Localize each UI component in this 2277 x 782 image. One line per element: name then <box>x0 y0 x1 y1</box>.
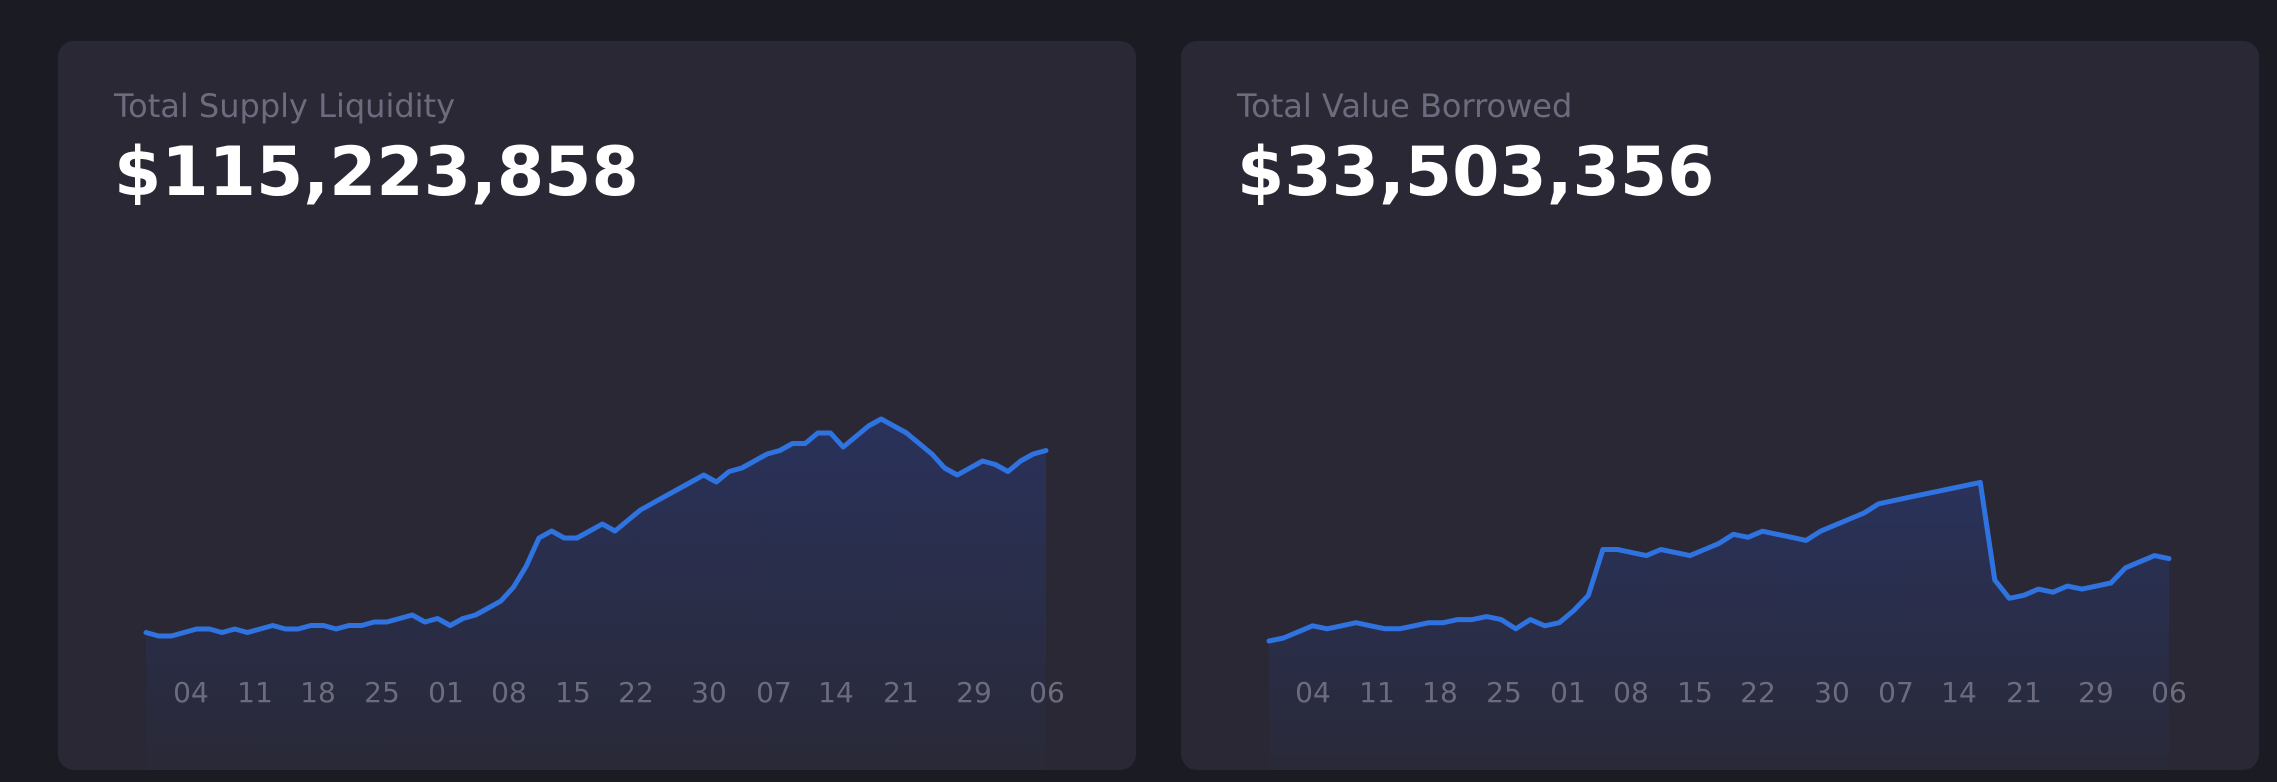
x-tick-label: 01 <box>1550 676 1586 709</box>
area-fill <box>146 419 1046 770</box>
card-value: $115,223,858 <box>114 133 639 212</box>
x-tick-label: 14 <box>818 676 854 709</box>
x-tick-label: 30 <box>1814 676 1850 709</box>
x-tick-label: 22 <box>618 676 654 709</box>
card-value: $33,503,356 <box>1237 133 1715 212</box>
x-tick-label: 18 <box>1422 676 1458 709</box>
value-borrowed-card: Total Value Borrowed $33,503,356 04 11 18 2… <box>1181 41 2259 770</box>
x-tick-label: 15 <box>1677 676 1713 709</box>
x-tick-label: 25 <box>1486 676 1522 709</box>
x-tick-label: 29 <box>956 676 992 709</box>
x-tick-label: 30 <box>691 676 727 709</box>
series-line <box>143 416 1049 639</box>
area-fill <box>1269 482 2169 770</box>
x-tick-label: 11 <box>1359 676 1395 709</box>
x-tick-label: 21 <box>883 676 919 709</box>
x-axis: 04 11 18 25 01 08 15 22 30 07 14 21 29 06 <box>1295 676 2187 709</box>
card-label: Total Value Borrowed <box>1237 87 1573 125</box>
x-tick-label: 08 <box>1613 676 1649 709</box>
x-tick-label: 25 <box>364 676 400 709</box>
x-tick-label: 01 <box>428 676 464 709</box>
x-tick-label: 04 <box>173 676 209 709</box>
x-tick-label: 07 <box>1878 676 1914 709</box>
card-label: Total Supply Liquidity <box>114 87 456 125</box>
series-line <box>1266 479 2172 644</box>
value-borrowed-chart: 04 11 18 25 01 08 15 22 30 07 14 21 29 06 <box>1266 479 2187 770</box>
x-tick-label: 11 <box>237 676 273 709</box>
x-tick-label: 04 <box>1295 676 1331 709</box>
supply-liquidity-chart: 04 11 18 25 01 08 15 22 30 07 14 21 29 06 <box>143 416 1065 770</box>
x-tick-label: 18 <box>300 676 336 709</box>
x-tick-label: 15 <box>555 676 591 709</box>
x-tick-label: 07 <box>756 676 792 709</box>
x-tick-label: 06 <box>2151 676 2187 709</box>
x-tick-label: 14 <box>1941 676 1977 709</box>
x-tick-label: 22 <box>1740 676 1776 709</box>
x-tick-label: 21 <box>2006 676 2042 709</box>
x-tick-label: 29 <box>2078 676 2114 709</box>
x-tick-label: 06 <box>1029 676 1065 709</box>
x-axis: 04 11 18 25 01 08 15 22 30 07 14 21 29 06 <box>173 676 1065 709</box>
x-tick-label: 08 <box>491 676 527 709</box>
supply-liquidity-card: Total Supply Liquidity $115,223,858 04 11… <box>58 41 1136 770</box>
